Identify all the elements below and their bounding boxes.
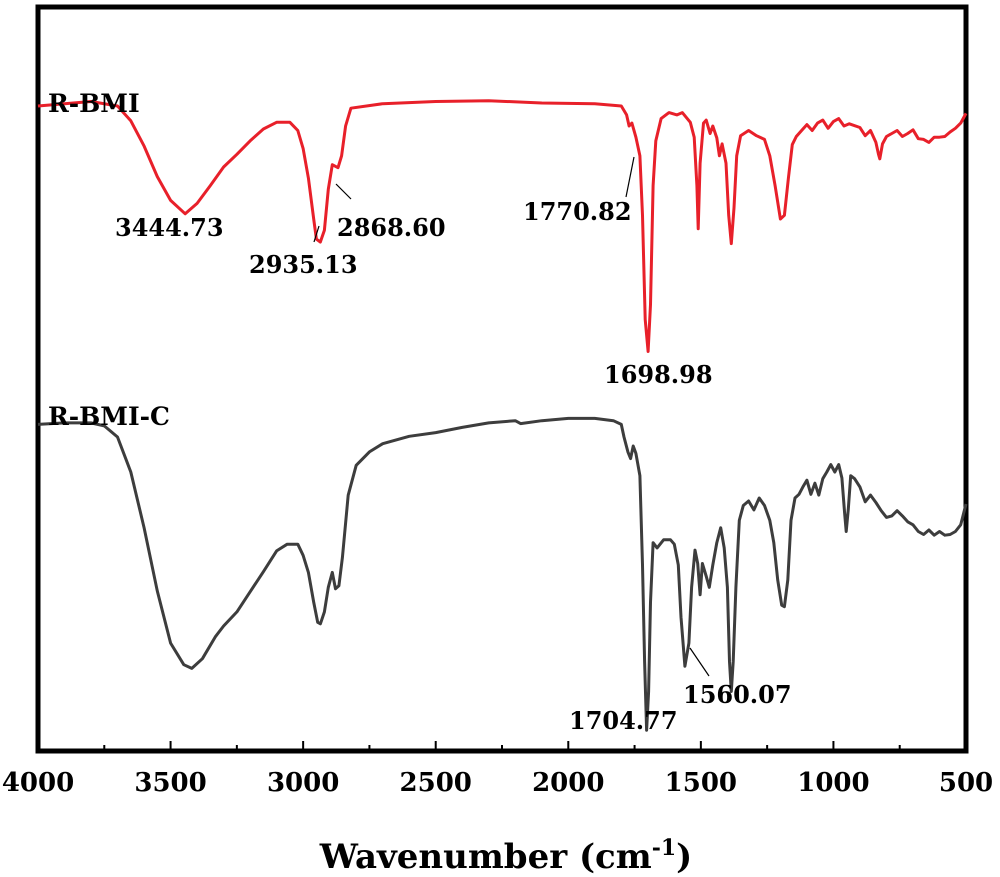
plot-frame <box>35 4 969 754</box>
peak-leaders <box>313 156 710 677</box>
x-tick-label: 4000 <box>2 768 74 798</box>
x-axis: 4000 3500 3000 2500 2000 1500 1000 500 <box>2 741 993 798</box>
x-axis-title: Wavenumber (cm-1) <box>319 835 693 877</box>
peak-label-3444: 3444.73 <box>115 213 224 242</box>
x-tick-label: 2000 <box>532 768 604 798</box>
x-tick-label: 500 <box>939 768 993 798</box>
x-axis-title-main: Wavenumber (cm <box>319 837 652 877</box>
series-line-r-bmi-c <box>37 416 968 732</box>
peak-label-2868: 2868.60 <box>337 213 446 242</box>
peak-label-1560: 1560.07 <box>683 680 792 709</box>
peak-label-1698: 1698.98 <box>604 360 713 389</box>
series-lines <box>37 99 968 732</box>
x-axis-title-close: ) <box>676 837 692 877</box>
x-tick-label: 2500 <box>400 768 472 798</box>
x-tick-label: 1000 <box>797 768 869 798</box>
peak-label-1770: 1770.82 <box>523 197 632 226</box>
peak-label-1704: 1704.77 <box>569 706 678 735</box>
x-tick-label: 3000 <box>267 768 339 798</box>
series-line-r-bmi <box>37 99 968 353</box>
leader-1560 <box>689 647 710 677</box>
x-axis-title-sup: -1 <box>652 835 676 861</box>
leader-1770 <box>625 156 635 198</box>
series-label-r-bmi-c: R-BMI-C <box>48 402 170 431</box>
x-tick-label: 1500 <box>665 768 737 798</box>
peak-label-2935: 2935.13 <box>249 250 358 279</box>
x-tick-label: 3500 <box>134 768 206 798</box>
leader-2868 <box>335 183 352 200</box>
series-label-r-bmi: R-BMI <box>48 89 140 118</box>
leader-2935 <box>313 225 320 243</box>
